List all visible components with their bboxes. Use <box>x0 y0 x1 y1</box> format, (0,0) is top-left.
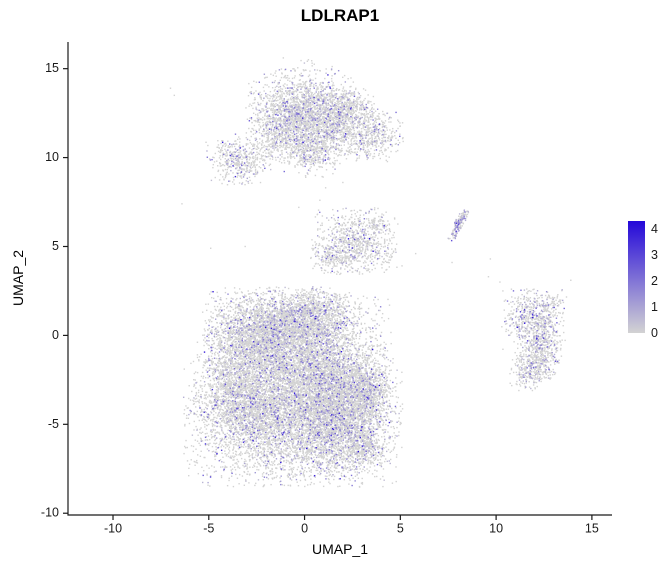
legend-tick-label: 1 <box>651 299 658 314</box>
colorbar-legend: 4 3 2 1 0 <box>628 221 672 340</box>
plot-title: LDLRAP1 <box>300 6 380 25</box>
colorbar-gradient <box>628 221 645 333</box>
legend-tick-label: 2 <box>651 273 658 288</box>
y-axis-label: UMAP_2 <box>10 249 26 307</box>
legend-tick-label: 0 <box>651 326 658 340</box>
x-axis-label: UMAP_1 <box>311 541 369 557</box>
legend-tick-label: 3 <box>651 247 658 262</box>
legend-tick-label: 4 <box>651 221 658 236</box>
